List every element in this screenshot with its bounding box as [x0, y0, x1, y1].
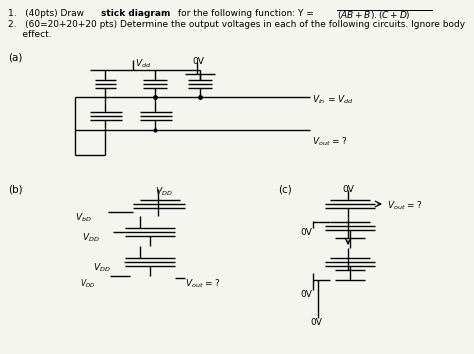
Text: effect.: effect.	[8, 30, 52, 39]
Text: $(AB + B).(C + D)$: $(AB + B).(C + D)$	[337, 9, 410, 21]
Text: stick diagram: stick diagram	[101, 9, 170, 18]
Text: $V_{out}$ = ?: $V_{out}$ = ?	[312, 135, 348, 148]
Text: 0V: 0V	[342, 185, 354, 194]
Text: 2.   (60=20+20+20 pts) Determine the output voltages in each of the following ci: 2. (60=20+20+20 pts) Determine the outpu…	[8, 20, 465, 29]
Text: for the following function: Y =: for the following function: Y =	[175, 9, 317, 18]
Text: $V_{out}$ = ?: $V_{out}$ = ?	[387, 200, 423, 212]
Text: $V_{in}$ = $V_{dd}$: $V_{in}$ = $V_{dd}$	[312, 93, 354, 105]
Text: $V_{DD}$: $V_{DD}$	[155, 185, 173, 198]
Text: $V_{out}$ = ?: $V_{out}$ = ?	[185, 278, 221, 291]
Text: $V_{dd}$: $V_{dd}$	[135, 57, 151, 69]
Text: 0V: 0V	[192, 57, 204, 66]
Text: (b): (b)	[8, 185, 23, 195]
Text: (c): (c)	[278, 185, 292, 195]
Text: 0V: 0V	[300, 228, 312, 237]
Text: 0V: 0V	[300, 290, 312, 299]
Text: $V_{DD}$: $V_{DD}$	[93, 262, 110, 274]
Text: (a): (a)	[8, 52, 22, 62]
Text: $V_{DD}$: $V_{DD}$	[82, 232, 100, 245]
Text: 1.   (40pts) Draw: 1. (40pts) Draw	[8, 9, 87, 18]
Text: 0V: 0V	[310, 318, 322, 327]
Text: $V_{bD}$: $V_{bD}$	[75, 212, 92, 224]
Text: $V_{DD}$: $V_{DD}$	[80, 278, 95, 291]
